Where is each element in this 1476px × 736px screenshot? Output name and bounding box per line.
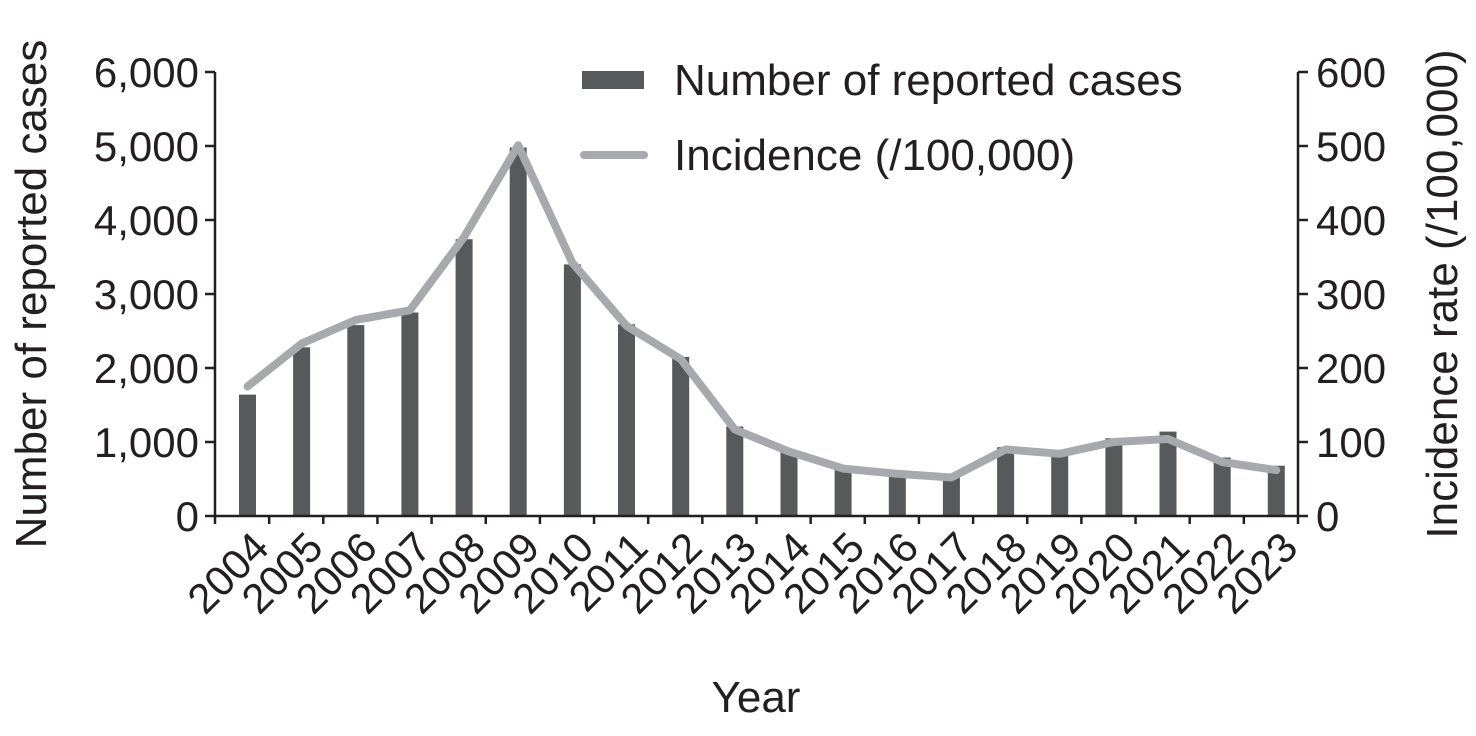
left-tick-label: 2,000 <box>94 345 199 392</box>
incidence-point-2012 <box>680 358 682 360</box>
line-series <box>243 141 1281 482</box>
bar-2021 <box>1159 431 1177 516</box>
incidence-point-2020 <box>1113 441 1115 443</box>
incidence-point-2017 <box>950 477 952 478</box>
bar-2017 <box>942 476 960 516</box>
bar-2007 <box>401 312 419 516</box>
incidence-point-2010 <box>571 262 573 264</box>
incidence-point-2004 <box>247 386 248 387</box>
bar-2016 <box>888 474 906 516</box>
right-tick-label: 500 <box>1316 123 1386 170</box>
bar-2018 <box>997 447 1015 516</box>
bar-series <box>239 147 1285 516</box>
incidence-point-2006 <box>355 319 357 321</box>
left-tick-label: 5,000 <box>94 123 199 170</box>
bar-2009 <box>509 147 527 516</box>
bar-2022 <box>1213 457 1231 516</box>
incidence-point-2016 <box>896 473 898 475</box>
bar-2004 <box>239 394 256 516</box>
incidence-point-2009 <box>517 144 519 146</box>
incidence-point-2023 <box>1275 469 1277 471</box>
left-tick-label: 6,000 <box>94 49 199 96</box>
bar-2011 <box>618 324 635 516</box>
bar-2012 <box>672 356 690 516</box>
bar-2008 <box>455 239 473 516</box>
bar-2015 <box>834 467 852 516</box>
legend-label-incidence: Incidence (/100,000) <box>674 131 1075 180</box>
legend: Number of reported cases Incidence (/100,… <box>580 56 1183 180</box>
right-tick-label: 200 <box>1316 345 1386 392</box>
incidence-point-2015 <box>842 468 844 470</box>
right-y-axis-title: Incidence rate (/100,000) <box>1418 49 1467 538</box>
left-tick-label: 1,000 <box>94 419 199 466</box>
left-tick-label: 3,000 <box>94 271 199 318</box>
left-y-axis-title: Number of reported cases <box>7 40 56 549</box>
axes: 0 1,000 2,000 3,000 4,000 5,000 6,000 0 100 200 30… <box>94 49 1386 622</box>
incidence-point-2013 <box>734 428 736 430</box>
incidence-point-2019 <box>1059 453 1061 455</box>
right-tick-label: 600 <box>1316 49 1386 96</box>
bar-2014 <box>780 450 798 516</box>
incidence-point-2018 <box>1005 448 1007 450</box>
left-tick-label: 4,000 <box>94 197 199 244</box>
legend-bar-swatch <box>582 71 644 89</box>
incidence-point-2005 <box>301 343 303 345</box>
bar-2005 <box>293 347 311 516</box>
incidence-point-2022 <box>1221 461 1223 463</box>
left-tick-label: 0 <box>176 493 199 540</box>
bar-2023 <box>1267 465 1285 516</box>
bar-2020 <box>1105 438 1123 516</box>
right-tick-label: 100 <box>1316 419 1386 466</box>
bar-2010 <box>563 264 581 516</box>
incidence-point-2007 <box>409 309 411 311</box>
legend-label-cases: Number of reported cases <box>674 56 1183 105</box>
right-tick-label: 300 <box>1316 271 1386 318</box>
x-axis-title: Year <box>712 673 801 722</box>
bar-2013 <box>726 426 744 516</box>
bar-2019 <box>1051 453 1069 516</box>
incidence-point-2008 <box>463 236 465 238</box>
right-tick-label: 0 <box>1316 493 1339 540</box>
right-tick-label: 400 <box>1316 197 1386 244</box>
incidence-point-2011 <box>626 325 627 327</box>
incidence-line <box>243 141 1281 482</box>
bar-2006 <box>347 325 365 516</box>
incidence-point-2021 <box>1167 438 1169 440</box>
incidence-point-2014 <box>788 451 790 453</box>
